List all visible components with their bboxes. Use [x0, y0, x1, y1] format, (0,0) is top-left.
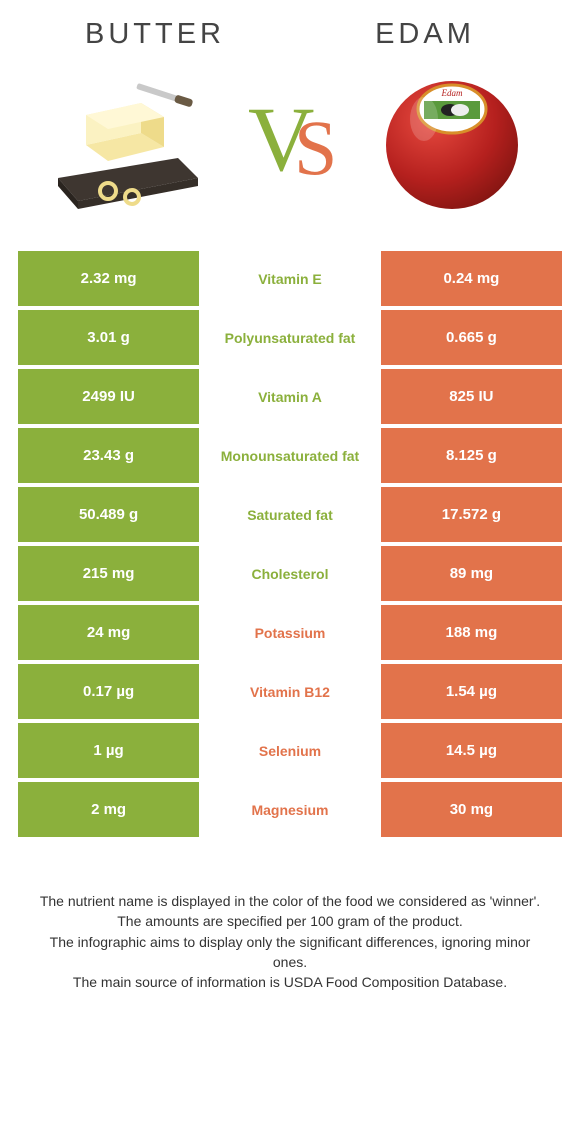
footnote-line: The nutrient name is displayed in the co…: [34, 891, 546, 911]
right-value: 17.572 g: [381, 487, 562, 542]
svg-text:Edam: Edam: [441, 88, 463, 98]
right-value: 30 mg: [381, 782, 562, 837]
nutrient-name: Vitamin A: [199, 369, 381, 424]
footnote-line: The infographic aims to display only the…: [34, 932, 546, 973]
right-value: 188 mg: [381, 605, 562, 660]
nutrient-name: Vitamin B12: [199, 664, 381, 719]
right-value: 825 IU: [381, 369, 562, 424]
left-value: 50.489 g: [18, 487, 199, 542]
butter-image: [48, 63, 208, 223]
left-value: 215 mg: [18, 546, 199, 601]
nutrient-name: Saturated fat: [199, 487, 381, 542]
nutrient-name: Selenium: [199, 723, 381, 778]
right-value: 1.54 µg: [381, 664, 562, 719]
nutrient-name: Monounsaturated fat: [199, 428, 381, 483]
comparison-table: 2.32 mgVitamin E0.24 mg3.01 gPolyunsatur…: [18, 251, 562, 837]
table-row: 24 mgPotassium188 mg: [18, 605, 562, 660]
left-value: 2499 IU: [18, 369, 199, 424]
nutrient-name: Potassium: [199, 605, 381, 660]
right-value: 8.125 g: [381, 428, 562, 483]
table-row: 2 mgMagnesium30 mg: [18, 782, 562, 837]
table-row: 3.01 gPolyunsaturated fat0.665 g: [18, 310, 562, 365]
header-row: BUTTER EDAM: [0, 0, 580, 55]
right-food-title: EDAM: [290, 18, 560, 51]
nutrient-name: Cholesterol: [199, 546, 381, 601]
edam-image: Edam: [372, 63, 532, 223]
table-row: 2.32 mgVitamin E0.24 mg: [18, 251, 562, 306]
footnotes: The nutrient name is displayed in the co…: [0, 841, 580, 1018]
left-value: 0.17 µg: [18, 664, 199, 719]
images-row: V S Edam: [0, 55, 580, 251]
right-value: 89 mg: [381, 546, 562, 601]
table-row: 1 µgSelenium14.5 µg: [18, 723, 562, 778]
table-row: 50.489 gSaturated fat17.572 g: [18, 487, 562, 542]
left-food-title: BUTTER: [20, 18, 290, 51]
nutrient-name: Polyunsaturated fat: [199, 310, 381, 365]
left-value: 3.01 g: [18, 310, 199, 365]
footnote-line: The main source of information is USDA F…: [34, 972, 546, 992]
nutrient-name: Vitamin E: [199, 251, 381, 306]
vs-graphic: V S: [220, 88, 360, 198]
table-row: 23.43 gMonounsaturated fat8.125 g: [18, 428, 562, 483]
table-row: 2499 IUVitamin A825 IU: [18, 369, 562, 424]
right-value: 0.24 mg: [381, 251, 562, 306]
svg-text:S: S: [294, 104, 337, 191]
left-value: 23.43 g: [18, 428, 199, 483]
left-value: 2 mg: [18, 782, 199, 837]
right-value: 14.5 µg: [381, 723, 562, 778]
right-value: 0.665 g: [381, 310, 562, 365]
left-value: 24 mg: [18, 605, 199, 660]
left-value: 1 µg: [18, 723, 199, 778]
left-value: 2.32 mg: [18, 251, 199, 306]
table-row: 0.17 µgVitamin B121.54 µg: [18, 664, 562, 719]
footnote-line: The amounts are specified per 100 gram o…: [34, 911, 546, 931]
nutrient-name: Magnesium: [199, 782, 381, 837]
table-row: 215 mgCholesterol89 mg: [18, 546, 562, 601]
